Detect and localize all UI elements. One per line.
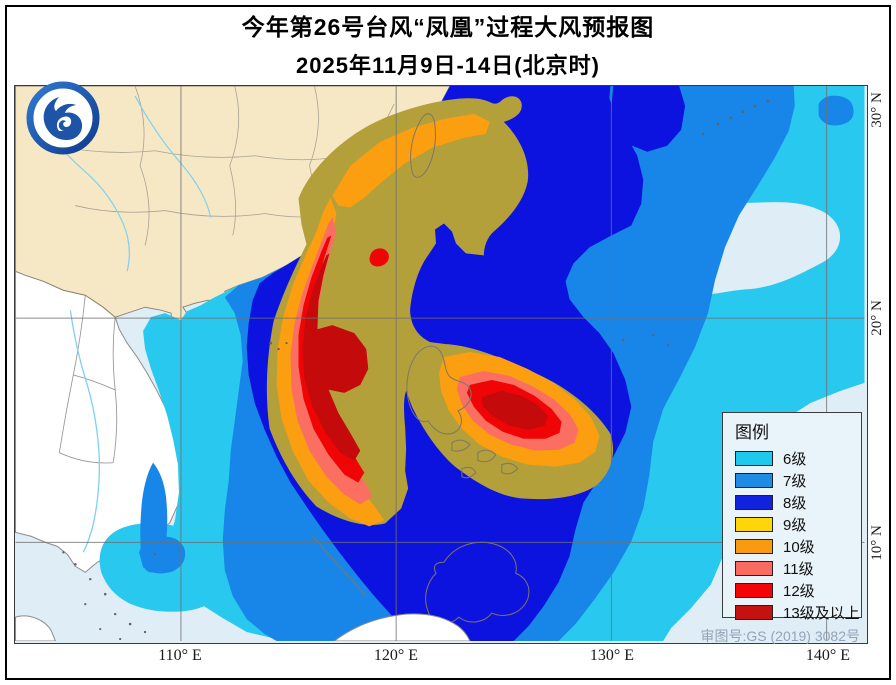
- wind-level13-west-core: [302, 253, 361, 461]
- legend-label: 11级: [783, 560, 814, 578]
- legend-label: 6级: [783, 450, 807, 468]
- legend-swatch-level9: [735, 516, 773, 532]
- lat-label-20n: 20° N: [869, 300, 885, 336]
- wind-level8-blob-northeast: [611, 86, 686, 152]
- legend-swatch-level11: [735, 560, 773, 576]
- coastline-palawan: [312, 535, 367, 597]
- legend-row: 7级: [735, 469, 861, 491]
- title-block: 今年第26号台风“凤凰”过程大风预报图 2025年11月9日-14日(北京时): [0, 8, 896, 80]
- lon-label-110e: 110° E: [158, 647, 202, 664]
- land-malay: [15, 615, 56, 641]
- map-review-number: 审图号:GS (2019) 3082号: [700, 628, 860, 644]
- legend-row: 8级: [735, 491, 861, 513]
- legend-title: 图例: [735, 423, 769, 442]
- wind-level13-west-bulge: [303, 325, 369, 393]
- wind-level7-blob-northeast: [818, 95, 854, 126]
- wind-level13-east-core: [481, 390, 548, 430]
- legend-label: 13级及以上: [783, 604, 860, 622]
- wind-level10-west-core: [276, 197, 385, 527]
- legend-swatch-level12: [735, 582, 773, 598]
- legend-label: 9级: [783, 516, 807, 534]
- coastline-luzon: [406, 345, 472, 435]
- lat-label-30n: 30° N: [869, 92, 885, 128]
- page-title: 今年第26号台风“凤凰”过程大风预报图: [241, 14, 655, 40]
- wind-level7-vietnam-coast-band: [140, 462, 168, 573]
- legend-swatch-level8: [735, 494, 773, 510]
- legend-swatch-level7: [735, 472, 773, 488]
- legend-row: 13级及以上: [735, 601, 861, 623]
- coastline-visayas: [451, 439, 519, 479]
- page-subtitle: 2025年11月9日-14日(北京时): [296, 53, 600, 78]
- wind-level10-hook-band: [332, 113, 490, 208]
- legend-label: 12级: [783, 582, 815, 600]
- river-mekong: [69, 310, 100, 553]
- legend-row: 9级: [735, 513, 861, 535]
- legend-swatch-level6: [735, 450, 773, 466]
- coastline-taiwan: [410, 113, 436, 178]
- lon-label-120e: 120° E: [373, 647, 419, 664]
- border-lines-indochina: [58, 295, 118, 464]
- lat-label-10n: 10° N: [869, 525, 885, 561]
- legend-label: 10级: [783, 538, 815, 556]
- legend-label: 8级: [783, 494, 807, 512]
- legend: 图例 6级 7级 8级 9级 10级 11级 12级: [722, 412, 862, 622]
- legend-row: 6级: [735, 447, 861, 469]
- lon-label-140e: 140° E: [805, 647, 851, 664]
- legend-swatch-level13: [735, 604, 773, 620]
- legend-swatch-level10: [735, 538, 773, 554]
- land-borneo: [333, 613, 471, 641]
- cma-logo: [26, 81, 100, 155]
- coastline-mindanao: [425, 541, 530, 625]
- wind-level12-spot: [369, 248, 389, 267]
- legend-row: 12级: [735, 579, 861, 601]
- legend-row: 10级: [735, 535, 861, 557]
- legend-row: 11级: [735, 557, 861, 579]
- legend-label: 7级: [783, 472, 807, 490]
- lon-label-130e: 130° E: [589, 647, 635, 664]
